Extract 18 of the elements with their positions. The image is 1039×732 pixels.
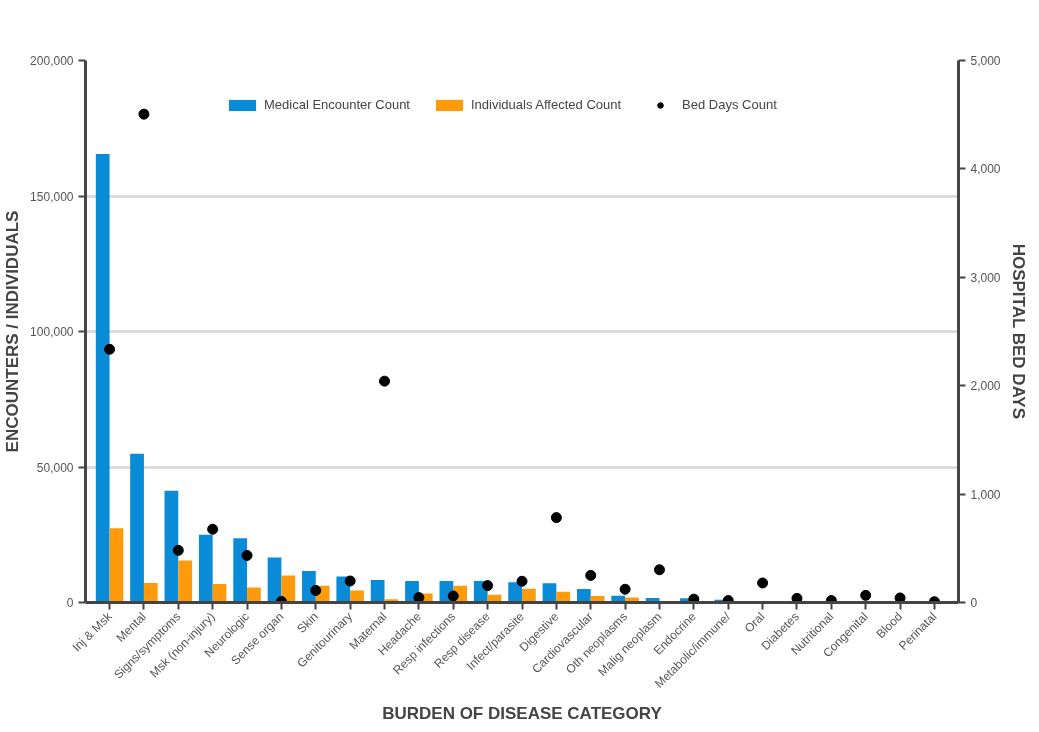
y-axis-title: ENCOUNTERS / INDIVIDUALS [3, 210, 23, 453]
y-tick-label: 100,000 [30, 325, 74, 339]
y2-axis-title: HOSPITAL BED DAYS [1008, 243, 1028, 420]
y2-tick-label: 3,000 [970, 270, 1001, 285]
y2-tick-label: 2,000 [970, 379, 1001, 394]
y-tick-label: 0 [66, 596, 74, 610]
y-tick-label: 150,000 [30, 189, 74, 204]
y2-tick-label: 4,000 [970, 162, 1001, 177]
x-axis-title: BURDEN OF DISEASE CATEGORY [382, 703, 663, 723]
y2-tick-label: 1,000 [970, 487, 1001, 502]
y-tick-label: 50,000 [36, 460, 74, 475]
y2-tick-label: 0 [970, 596, 978, 610]
y-tick-label: 200,000 [30, 54, 74, 68]
legend-label: Individuals Affected Count [470, 97, 622, 112]
legend-label: Bed Days Count [682, 97, 777, 112]
y2-tick-label: 5,000 [970, 54, 1001, 68]
legend-label: Medical Encounter Count [264, 97, 410, 112]
x-tick-label: Inj & Msk [69, 608, 116, 655]
